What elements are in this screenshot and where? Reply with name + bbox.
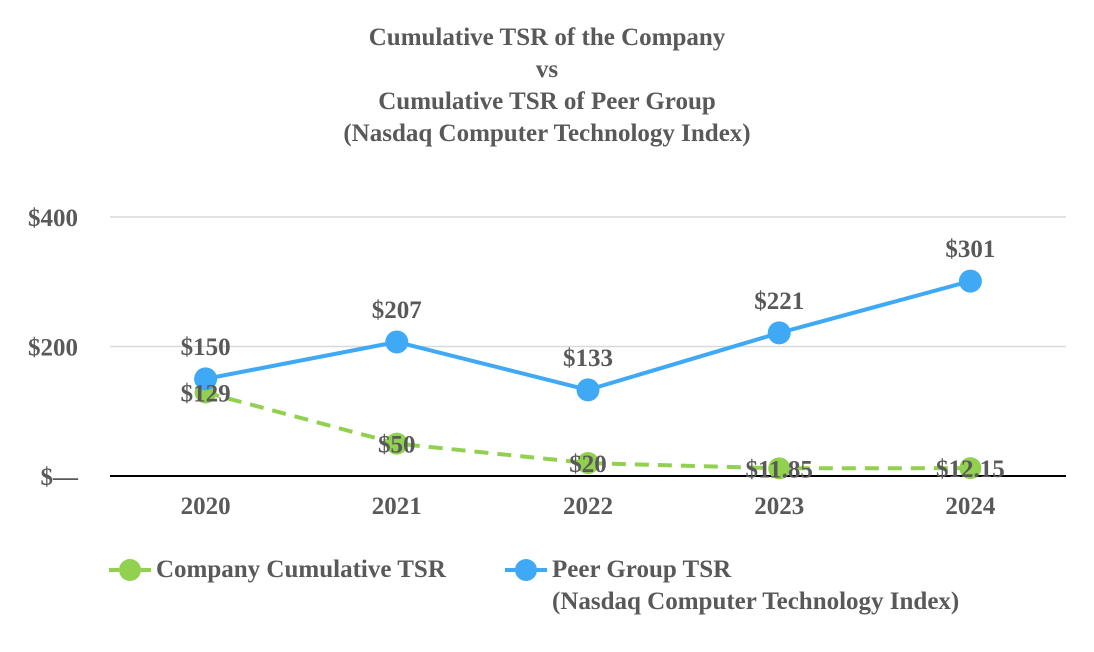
company-series-line (205, 390, 971, 471)
y-tick-label: $200 (28, 335, 78, 362)
legend-label-company: Company Cumulative TSR (156, 556, 446, 583)
legend-label-peer: Peer Group TSR (Nasdaq Computer Technolo… (552, 554, 959, 618)
x-tick-label: 2022 (563, 493, 613, 520)
x-tick-label: 2021 (372, 493, 422, 520)
y-tick-label: $— (41, 464, 80, 491)
title-line-4: (Nasdaq Computer Technology Index) (343, 120, 751, 147)
y-tick-label: $400 (28, 205, 78, 232)
peer-data-label: $301 (945, 236, 995, 263)
legend-label-peer-line1: Peer Group TSR (552, 556, 732, 583)
peer-point (576, 378, 600, 402)
x-tick-label: 2020 (181, 493, 231, 520)
legend-marker-peer (505, 559, 547, 581)
peer-series-line (205, 279, 971, 392)
title-line-2: vs (535, 56, 559, 83)
company-point (768, 457, 791, 480)
peer-point (958, 269, 982, 293)
company-data-label: $11.85 (746, 456, 813, 483)
peer-point (767, 321, 791, 345)
company-point (577, 452, 599, 475)
company-data-label: $129 (181, 380, 231, 407)
x-tick-label: 2024 (945, 493, 996, 520)
peer-data-label: $133 (563, 345, 613, 372)
company-point (385, 432, 408, 455)
company-data-label: $20 (569, 451, 607, 478)
company-point (959, 457, 982, 480)
x-tick-label: 2023 (754, 493, 804, 520)
title-line-1: Cumulative TSR of the Company (368, 24, 726, 51)
peer-data-label: $207 (372, 297, 422, 324)
chart-title: Cumulative TSR of the Company vs Cumulat… (0, 22, 1094, 150)
peer-data-label: $150 (181, 334, 231, 361)
peer-point (194, 367, 218, 391)
company-data-label: $50 (378, 432, 416, 459)
title-line-3: Cumulative TSR of Peer Group (378, 88, 716, 115)
peer-data-label: $221 (754, 288, 804, 315)
legend-marker-company (109, 559, 151, 581)
peer-point (385, 330, 409, 354)
company-data-label: $12.15 (936, 456, 1005, 483)
legend-label-peer-line2: (Nasdaq Computer Technology Index) (552, 588, 960, 615)
